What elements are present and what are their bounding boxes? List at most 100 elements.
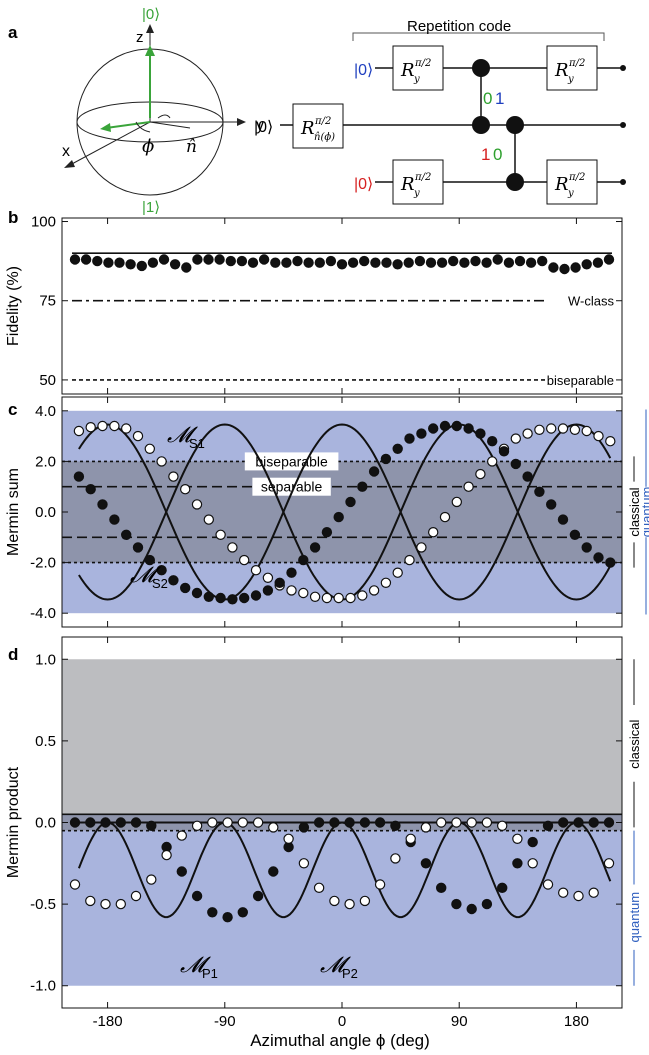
data-point-c-1-22 (333, 511, 344, 523)
bloch-x-label: x (62, 143, 70, 160)
data-point-d-1-19 (359, 895, 371, 907)
data-point-d-0-13 (268, 866, 279, 877)
xtick-label-1: -90 (214, 1013, 236, 1030)
data-point-d-1-14 (283, 833, 294, 845)
gate-sub-4: y (567, 188, 574, 199)
ylabel-d: Mermin product (5, 766, 22, 878)
data-point-b-0-33 (436, 257, 448, 268)
data-point-b-0-46 (581, 259, 592, 270)
data-point-b-0-26 (359, 255, 370, 267)
data-point-d-0-0 (69, 817, 81, 828)
data-point-c-1-19 (298, 554, 309, 566)
data-point-c-1-9 (179, 582, 191, 594)
data-point-c-0-9 (179, 484, 191, 495)
gate-sub-1: y (413, 74, 420, 85)
data-point-d-1-27 (481, 817, 493, 828)
data-point-b-0-34 (448, 255, 459, 267)
gate-sup-4: π/2 (568, 172, 585, 183)
data-point-c-0-28 (404, 554, 415, 566)
data-point-d-1-18 (344, 898, 355, 910)
data-point-d-1-16 (313, 882, 325, 894)
data-point-c-0-29 (416, 542, 427, 553)
data-point-c-0-33 (463, 481, 474, 492)
ytick-label-c-1: -2.0 (30, 555, 56, 572)
gate-sup-2: π/2 (568, 58, 585, 69)
circuit-bit-b0: 1 (481, 145, 490, 164)
data-point-d-1-6 (161, 849, 172, 861)
data-point-c-0-39 (534, 424, 545, 435)
data-point-d-0-19 (359, 817, 371, 828)
data-point-d-0-7 (176, 866, 187, 877)
data-point-b-0-30 (403, 257, 414, 268)
data-point-c-1-8 (168, 575, 179, 586)
panel-b-plot: 50 75 100 Fidelity (%) W-class biseparable (5, 214, 623, 395)
data-point-d-0-2 (100, 817, 111, 828)
data-point-d-0-27 (481, 898, 493, 910)
quantum-label-d: quantum (627, 892, 642, 943)
panel-c-plot: -4.0 -2.0 0.0 2.0 4.0 Mermin sum biseparable se… (5, 396, 649, 628)
data-point-c-0-34 (475, 468, 486, 480)
data-point-d-0-23 (420, 858, 432, 869)
classical-region (62, 461, 622, 563)
data-point-d-1-32 (558, 887, 569, 898)
data-point-d-0-31 (542, 820, 554, 832)
data-point-c-1-41 (557, 514, 569, 525)
data-point-d-1-0 (69, 879, 81, 890)
data-point-d-1-4 (130, 890, 142, 902)
circuit-title: Repetition code (407, 18, 511, 35)
data-point-b-0-35 (459, 257, 470, 268)
data-point-c-0-27 (392, 567, 403, 578)
data-point-c-0-22 (333, 592, 344, 604)
data-point-c-1-24 (357, 481, 368, 492)
data-point-c-0-41 (557, 423, 569, 434)
data-point-d-0-20 (374, 817, 386, 828)
data-point-b-0-41 (525, 257, 537, 268)
data-point-c-1-11 (203, 591, 214, 603)
data-point-d-1-23 (420, 822, 432, 833)
data-point-d-1-7 (176, 830, 187, 841)
data-point-c-1-28 (404, 433, 415, 444)
data-point-d-0-35 (603, 817, 615, 828)
data-point-c-0-42 (569, 424, 581, 435)
data-point-b-0-27 (370, 257, 381, 268)
ytick-label-c-4: 4.0 (35, 403, 56, 420)
data-point-c-1-1 (85, 484, 96, 495)
classical-label-d: classical (627, 719, 642, 768)
ytick-label-b-0: 50 (39, 372, 56, 389)
data-point-c-0-21 (321, 592, 333, 604)
data-point-c-1-7 (156, 565, 167, 576)
gate-sub-3: y (413, 188, 420, 199)
xtick-label-2: 0 (338, 1013, 346, 1030)
data-point-d-0-16 (313, 817, 325, 828)
data-point-c-0-40 (546, 423, 557, 434)
reference-label-box-c-1 (252, 477, 331, 496)
data-point-c-1-18 (286, 567, 297, 578)
data-point-b-0-20 (292, 255, 303, 267)
data-point-b-0-22 (314, 257, 325, 268)
data-point-d-1-12 (252, 817, 264, 828)
data-point-d-1-30 (527, 858, 538, 869)
data-point-c-0-24 (357, 590, 368, 601)
data-point-c-0-15 (250, 565, 262, 576)
data-point-b-0-3 (103, 257, 114, 268)
data-point-c-1-27 (392, 443, 403, 454)
bloch-ket0: |0⟩ (142, 6, 160, 23)
ytick-label-b-2: 100 (31, 214, 56, 231)
data-point-c-1-40 (546, 499, 557, 510)
data-point-d-1-20 (374, 879, 386, 890)
data-point-b-0-38 (492, 254, 503, 265)
data-point-b-0-9 (169, 259, 181, 270)
data-point-b-0-44 (559, 263, 570, 275)
circuit (280, 32, 626, 205)
data-point-b-0-29 (392, 259, 403, 270)
data-point-b-0-17 (258, 254, 270, 265)
data-point-b-0-25 (347, 257, 359, 268)
data-point-d-0-11 (237, 907, 248, 918)
data-point-b-0-14 (225, 255, 236, 267)
data-point-c-0-12 (215, 529, 226, 541)
data-point-c-1-35 (487, 436, 498, 447)
data-point-b-0-11 (192, 254, 203, 265)
series-sub-P2: P2 (342, 966, 358, 981)
data-point-d-0-1 (85, 817, 96, 828)
